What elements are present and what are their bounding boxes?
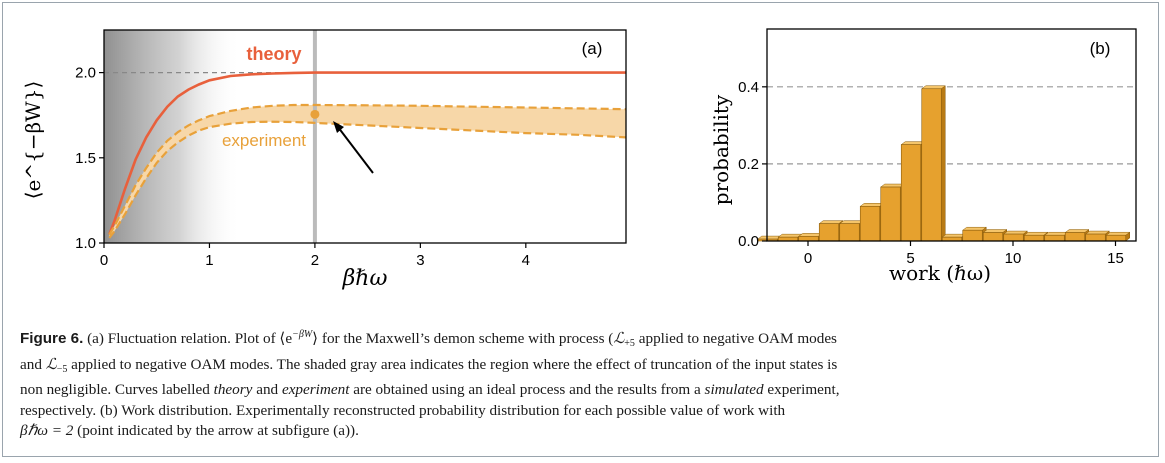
theory-label: theory [246,44,301,64]
panel-b-axes-frame [766,28,1137,242]
panel-b-ylabel: probability [709,94,733,205]
bar [839,220,864,242]
panel-b-y-ticks: 0.0 0.2 0.4 [738,79,767,250]
arrow-head-icon [333,121,344,133]
panel-a-fluctuation-plot: 0 1 2 3 4 1.0 1.5 2.0 (a) theory experiment βℏ… [21,29,627,291]
experiment-band [109,105,627,238]
x-tick-label: 5 [906,250,914,267]
bar [962,226,987,242]
bar [880,183,905,242]
x-tick-label: 3 [416,252,424,269]
caption-line-4: respectively. (b) Work distribution. Exp… [20,401,786,419]
bar [777,233,803,242]
x-tick-label: 4 [522,252,530,269]
y-tick-label: 0.4 [738,79,759,96]
caption-label: Figure 6. [20,330,84,347]
arrow-shaft [337,126,374,174]
figure-panels: 0 1 2 3 4 1.0 1.5 2.0 (a) theory experiment βℏ… [21,28,1137,291]
bar [798,232,823,242]
bar [757,235,782,242]
bar [818,220,844,242]
panel-a-x-ticks: 0 1 2 3 4 [100,243,530,269]
x-tick-label: 1 [205,252,213,269]
y-tick-label: 0.0 [738,233,759,250]
y-tick-label: 0.2 [738,156,759,173]
panel-a-y-ticks: 1.0 1.5 2.0 [75,65,104,252]
figure-frame [2,2,1159,457]
y-tick-label: 1.0 [75,235,96,252]
bar [1105,231,1131,242]
y-tick-label: 2.0 [75,65,96,82]
panel-a-axes-frame [103,29,627,244]
panel-b-work-distribution: 0 5 10 15 0.0 0.2 0.4 (b) work (ℏω) probabili… [709,28,1137,285]
bar [1085,230,1110,242]
x-tick-label: 0 [804,250,812,267]
x-tick-label: 15 [1107,250,1124,267]
y-tick-label: 1.5 [75,150,96,167]
panel-b-xlabel: work (ℏω) [889,261,991,285]
bar [1003,230,1028,242]
bar [982,229,1008,242]
panel-a-ylabel: ⟨e^{−βW}⟩ [21,81,45,200]
experiment-label: experiment [222,131,306,150]
experiment-lower-curve [108,120,627,239]
panel-b-x-ticks: 0 5 10 15 [804,241,1124,267]
caption-line-1: Figure 6. (a) Fluctuation relation. Plot… [20,329,837,349]
bar [1044,231,1069,242]
bar [1023,231,1049,242]
bar [921,85,946,242]
bar [1064,229,1090,242]
caption-line-2: and ℒ−5 applied to negative OAM modes. T… [20,355,838,375]
x-tick-label: 10 [1005,250,1022,267]
figure-caption: Figure 6. (a) Fluctuation relation. Plot… [20,325,1145,442]
highlight-point [310,109,320,119]
panel-a-tag: (a) [582,39,603,58]
panel-a-xlabel: βℏω [342,266,388,291]
bar [900,141,926,242]
theory-curve [108,71,626,235]
bar [859,202,885,242]
caption-line-3: non negligible. Curves labelled theory a… [20,381,840,398]
panel-b-tag: (b) [1090,39,1111,58]
panel-b-bars [757,85,1131,242]
bar [941,233,967,242]
caption-line-5: βℏω = 2 (point indicated by the arrow at… [20,422,359,439]
x-tick-label: 0 [100,252,108,269]
x-tick-label: 2 [311,252,319,269]
experiment-upper-curve [108,103,627,236]
